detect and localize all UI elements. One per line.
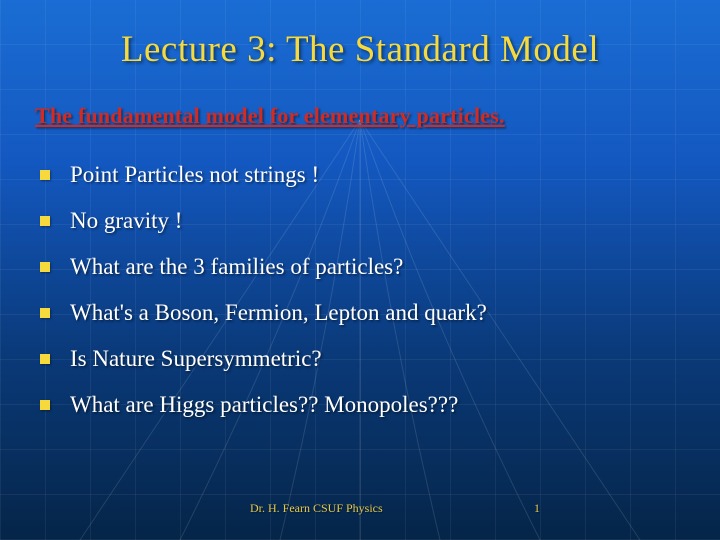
slide-subtitle: The fundamental model for elementary par… — [35, 103, 680, 129]
bullet-text: What's a Boson, Fermion, Lepton and quar… — [70, 297, 487, 328]
bullet-text: What are Higgs particles?? Monopoles??? — [70, 389, 458, 420]
square-bullet-icon — [40, 216, 50, 226]
bullet-text: What are the 3 families of particles? — [70, 251, 403, 282]
bullet-text: No gravity ! — [70, 205, 182, 236]
list-item: Point Particles not strings ! — [40, 159, 680, 190]
slide-footer: Dr. H. Fearn CSUF Physics 1 — [40, 501, 680, 516]
footer-page-number: 1 — [534, 501, 540, 516]
square-bullet-icon — [40, 354, 50, 364]
list-item: Is Nature Supersymmetric? — [40, 343, 680, 374]
square-bullet-icon — [40, 400, 50, 410]
list-item: What's a Boson, Fermion, Lepton and quar… — [40, 297, 680, 328]
bullet-list: Point Particles not strings ! No gravity… — [40, 159, 680, 501]
list-item: What are Higgs particles?? Monopoles??? — [40, 389, 680, 420]
bullet-text: Point Particles not strings ! — [70, 159, 319, 190]
bullet-text: Is Nature Supersymmetric? — [70, 343, 322, 374]
list-item: No gravity ! — [40, 205, 680, 236]
square-bullet-icon — [40, 170, 50, 180]
footer-author: Dr. H. Fearn CSUF Physics — [250, 501, 383, 516]
slide-content: Lecture 3: The Standard Model The fundam… — [0, 0, 720, 540]
list-item: What are the 3 families of particles? — [40, 251, 680, 282]
slide-title: Lecture 3: The Standard Model — [40, 28, 680, 71]
square-bullet-icon — [40, 262, 50, 272]
square-bullet-icon — [40, 308, 50, 318]
